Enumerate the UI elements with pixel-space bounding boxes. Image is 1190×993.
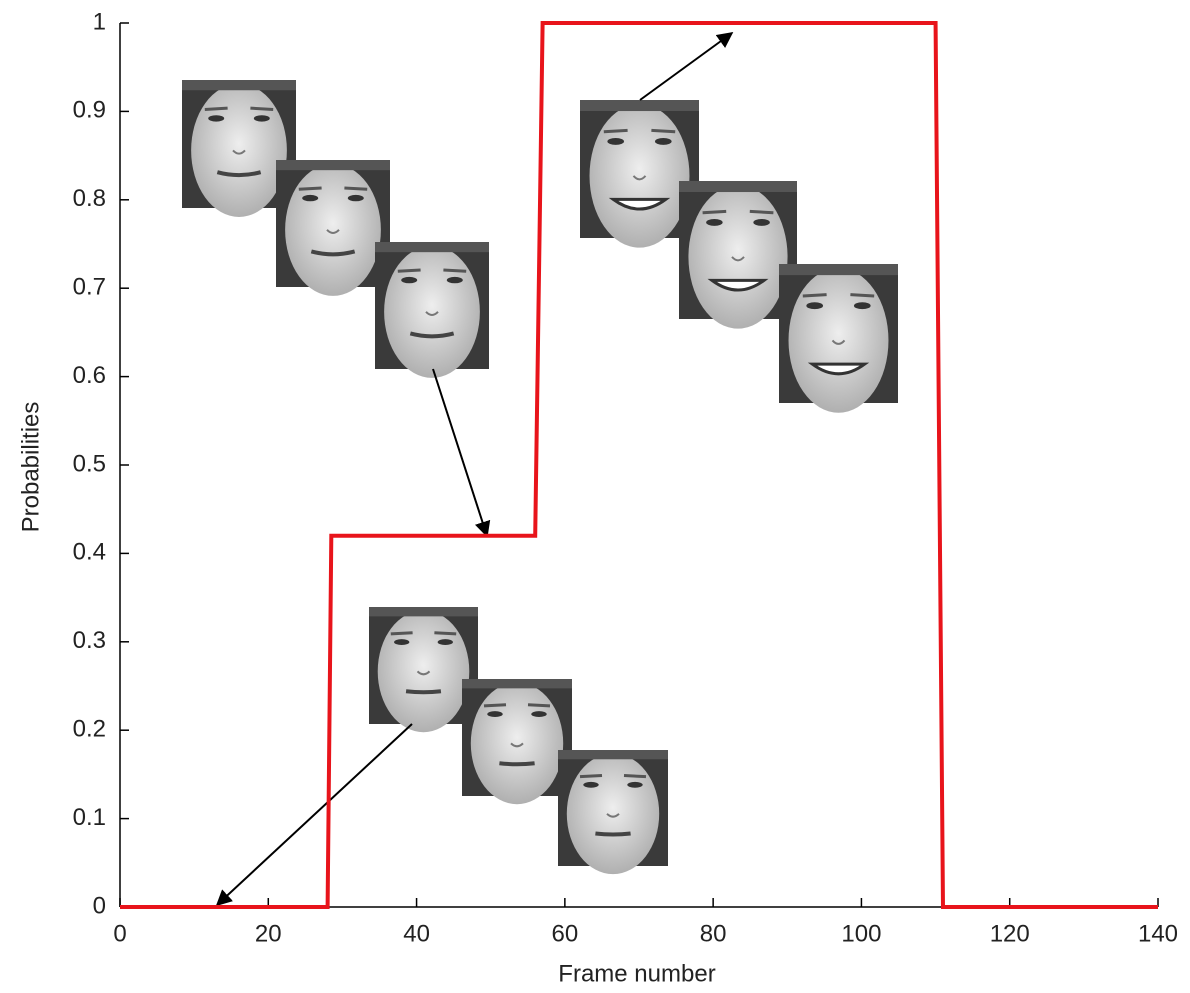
arrow [433,369,487,536]
hair [462,679,572,688]
eye [394,639,409,645]
x-tick-label: 120 [990,920,1030,947]
eye [348,195,364,201]
face-image [558,750,668,874]
y-tick-label: 0.8 [73,185,106,212]
hair [369,607,478,616]
hair [182,80,296,90]
eye [254,115,270,121]
brow [205,108,228,109]
y-tick-label: 0.7 [73,274,106,301]
x-tick-label: 0 [113,920,126,947]
eye [208,115,224,121]
brow [604,130,628,131]
face-skin [384,246,480,378]
brow [528,705,550,706]
face-skin [688,185,787,329]
brow [398,270,421,271]
brow [443,270,466,271]
y-tick-label: 1 [93,8,106,35]
eye [706,219,723,226]
y-tick-label: 0.1 [73,804,106,831]
chart: 0 0.1 0.2 0.3 0.4 0.5 0.6 0.7 0.8 0.9 1 0 20 40 60 80 10… [0,0,1190,993]
x-axis-label: Frame number [558,960,715,987]
mouth [595,834,630,835]
brow [250,108,273,109]
face-skin [789,268,889,413]
y-tick-label: 0.2 [73,716,106,743]
y-tick-label: 0.5 [73,450,106,477]
face-skin [471,683,563,805]
face-skin [191,84,287,217]
hair [276,160,390,170]
eye [854,302,871,309]
face-image [369,607,478,732]
face-image [462,679,572,804]
x-tick-label: 60 [552,920,579,947]
hair [375,242,489,252]
y-tick-label: 0.9 [73,97,106,124]
brow [344,188,367,189]
hair [558,750,668,759]
eye [627,782,642,788]
arrow [217,724,412,905]
eye [401,277,417,283]
eye [583,782,598,788]
hair [679,181,797,192]
hair [779,264,898,275]
eye [806,302,823,309]
x-tick-label: 140 [1138,920,1178,947]
brow [651,130,675,131]
y-tick-label: 0.6 [73,362,106,389]
x-tick-label: 80 [700,920,727,947]
eye [607,138,624,145]
face-skin [567,753,659,874]
arrow [640,33,732,100]
brow [703,211,727,212]
brow [624,776,646,777]
mouth [406,691,441,692]
x-tick-label: 20 [255,920,282,947]
x-tick-label: 40 [403,920,430,947]
brow [391,633,413,634]
brow [434,633,456,634]
brow [299,188,322,189]
hair [580,100,699,111]
face-skin [285,164,381,296]
eye [655,138,672,145]
eye [302,195,318,201]
eye [447,277,463,283]
brow [484,705,506,706]
face-image [779,264,898,413]
brow [850,295,874,296]
brow [580,776,602,777]
face-image [375,242,489,378]
mouth [499,763,534,764]
y-tick-label: 0 [93,892,106,919]
eye [753,219,770,226]
brow [803,295,827,296]
y-tick-label: 0.3 [73,627,106,654]
eye [438,639,453,645]
eye [487,711,502,717]
y-tick-label: 0.4 [73,539,106,566]
brow [750,211,774,212]
eye [531,711,546,717]
y-axis-label: Probabilities [17,402,44,533]
x-tick-label: 100 [841,920,881,947]
page: {"chart_data": {"type": "line", "xlabel"… [0,0,1190,993]
face-skin [378,611,470,733]
face-image [276,160,390,296]
face-skin [590,104,690,248]
